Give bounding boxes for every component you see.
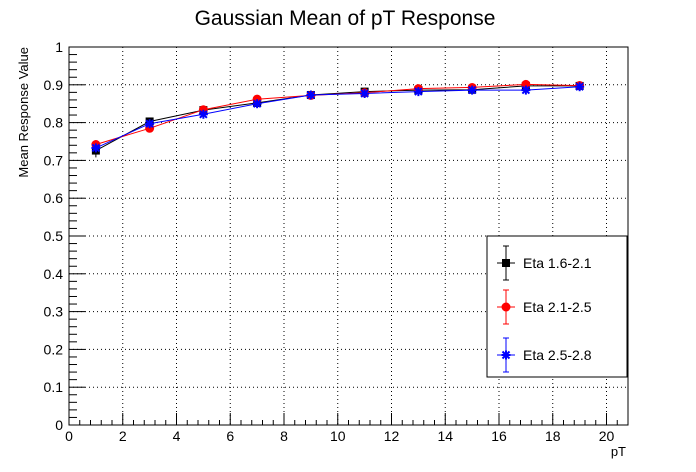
- marker-stroke: [575, 82, 584, 91]
- marker-stroke: [199, 110, 208, 119]
- x-axis-label: pT: [611, 444, 626, 459]
- marker-stroke: [91, 143, 101, 153]
- y-tick-label: 0.5: [44, 228, 64, 244]
- data-point: [467, 85, 477, 95]
- legend-entry-2: Eta 2.1-2.5: [497, 289, 592, 325]
- y-tick-label: 0.3: [44, 304, 64, 320]
- x-tick-label: 14: [437, 428, 453, 444]
- x-tick-label: 4: [173, 428, 181, 444]
- data-point: [198, 109, 208, 119]
- x-tick-label: 0: [65, 428, 73, 444]
- y-tick-label: 1: [55, 39, 63, 55]
- data-point: [252, 99, 262, 109]
- marker-stroke: [414, 87, 423, 96]
- data-point: [521, 85, 531, 95]
- y-tick-label: 0: [55, 417, 63, 433]
- x-tick-label: 6: [226, 428, 234, 444]
- legend-label: Eta 2.1-2.5: [523, 299, 592, 315]
- data-point: [145, 119, 155, 129]
- x-tick-label: 16: [491, 428, 507, 444]
- series-3: [91, 82, 585, 153]
- y-tick-label: 0.6: [44, 190, 64, 206]
- x-tick-label: 12: [384, 428, 400, 444]
- chart-title: Gaussian Mean of pT Response: [195, 7, 496, 30]
- data-point: [306, 90, 316, 100]
- x-tick-label: 18: [545, 428, 561, 444]
- y-tick-label: 0.7: [44, 152, 64, 168]
- legend-marker: [502, 259, 510, 267]
- marker-stroke: [306, 90, 316, 100]
- marker-stroke: [145, 119, 154, 128]
- x-tick-label: 20: [599, 428, 615, 444]
- marker-stroke: [252, 99, 262, 108]
- y-axis-label: Mean Response Value: [16, 47, 31, 178]
- series-line: [95, 85, 580, 152]
- series-line: [95, 86, 580, 149]
- legend-label: Eta 1.6-2.1: [523, 255, 592, 271]
- marker-stroke: [467, 85, 477, 95]
- marker-stroke: [521, 85, 531, 95]
- legend-marker: [501, 350, 511, 360]
- series-layer: [91, 79, 585, 158]
- axes: 0 2 4 6 8 10 12 14 16 18 20 0 0.1 0.2 0.3 0.4 0.5 0.6 0.7 0…: [44, 39, 618, 444]
- legend-entry-1: Eta 1.6-2.1: [497, 245, 592, 281]
- x-tick-label: 2: [119, 428, 127, 444]
- data-point: [360, 88, 370, 98]
- y-tick-label: 0.8: [44, 115, 64, 131]
- marker-stroke: [360, 89, 369, 98]
- data-point: [91, 143, 101, 153]
- marker-stroke: [501, 350, 511, 360]
- y-tick-label: 0.9: [44, 77, 64, 93]
- y-tick-label: 0.2: [44, 341, 64, 357]
- x-tick-label: 10: [330, 428, 346, 444]
- data-point: [575, 82, 585, 92]
- legend: Eta 1.6-2.1 Eta 2.1-2.5 Eta 2.5-2.8: [486, 235, 628, 378]
- x-tick-label: 8: [280, 428, 288, 444]
- y-tick-label: 0.4: [44, 266, 64, 282]
- y-tick-label: 0.1: [44, 379, 64, 395]
- legend-marker: [501, 302, 511, 312]
- data-point: [413, 87, 423, 97]
- legend-label: Eta 2.5-2.8: [523, 347, 592, 363]
- legend-entry-3: Eta 2.5-2.8: [497, 337, 592, 373]
